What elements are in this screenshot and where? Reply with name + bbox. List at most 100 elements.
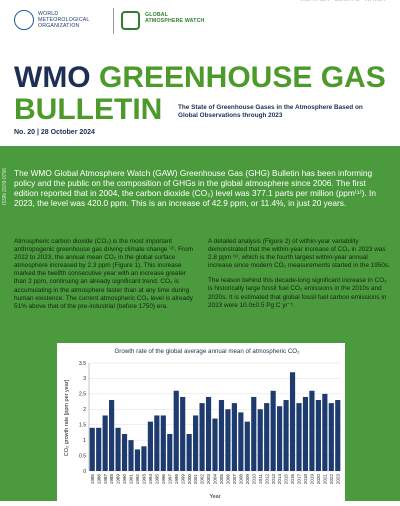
bar (154, 415, 160, 471)
bar (199, 403, 205, 471)
y-tick-label: 0.5 (79, 453, 86, 459)
x-tick-label: 1986 (96, 474, 101, 485)
x-tick-label: 1998 (174, 474, 179, 485)
issn: ISSN 2078-0796 (2, 168, 8, 205)
bar (141, 446, 147, 471)
y-tick-label: 2.5 (79, 392, 86, 398)
title-line: WMO GREENHOUSE GAS (14, 62, 386, 94)
x-tick-label: 2019 (310, 474, 315, 485)
x-tick-label: 2013 (271, 474, 276, 485)
paragraph: Atmospheric carbon dioxide (CO₂) is the … (14, 238, 193, 310)
bar (109, 400, 115, 471)
bar (238, 412, 244, 471)
bar (128, 440, 134, 471)
y-tick-label: 3.5 (79, 361, 86, 367)
x-tick-label: 2008 (238, 474, 243, 485)
x-tick-label: 2015 (284, 474, 289, 485)
bar (315, 400, 321, 471)
x-tick-label: 1985 (90, 474, 95, 485)
x-tick-label: 2003 (206, 474, 211, 485)
bar (134, 449, 141, 471)
x-tick-label: 2006 (226, 474, 231, 485)
x-tick-label: 1996 (161, 474, 166, 485)
bar (180, 396, 186, 471)
bar (231, 403, 237, 471)
bar (167, 433, 173, 471)
bar (270, 390, 276, 471)
bar (257, 409, 263, 471)
x-tick-label: 1990 (122, 474, 127, 485)
title-wmo: WMO (14, 61, 91, 94)
x-tick-label: 2016 (290, 474, 295, 485)
y-tick-label: 1.5 (79, 423, 86, 429)
bar (193, 415, 199, 471)
x-tick-label: 1991 (129, 474, 134, 485)
y-tick-label: 0 (83, 469, 86, 475)
x-tick-label: 2011 (258, 474, 263, 484)
x-tick-label: 2010 (251, 474, 256, 485)
bar (289, 372, 296, 471)
paragraph: A detailed analysis (Figure 2) of within… (208, 238, 390, 270)
x-tick-label: 1993 (142, 474, 147, 485)
bar (244, 421, 250, 471)
x-tick-label: 2001 (193, 474, 198, 485)
bar (102, 415, 108, 471)
intro: The WMO Global Atmosphere Watch (GAW) Gr… (14, 168, 376, 208)
subtitle: The State of Greenhouse Gases in the Atm… (178, 104, 363, 119)
x-tick-label: 2022 (329, 474, 334, 485)
bar (147, 421, 153, 471)
x-tick-label: 2005 (219, 474, 224, 485)
bar (89, 427, 95, 471)
x-tick-label: 2021 (322, 474, 327, 485)
x-tick-label: 2002 (200, 474, 205, 485)
bar (328, 403, 334, 471)
y-tick-label: 2 (83, 407, 86, 413)
x-tick-label: 2018 (303, 474, 308, 485)
x-tick-label: 1995 (154, 474, 159, 485)
bar (115, 427, 121, 471)
bar (160, 415, 166, 471)
x-tick-label: 1994 (148, 474, 153, 485)
bar (283, 400, 289, 471)
y-tick-label: 1 (83, 438, 86, 444)
y-axis-label: CO₂ growth rate [ppm per year] (64, 379, 70, 456)
right-column: A detailed analysis (Figure 2) of within… (208, 238, 392, 317)
tagline: WEATHER CLIMATE WATER (300, 0, 386, 3)
bar (186, 433, 192, 471)
issue: No. 20 | 28 October 2024 (14, 129, 95, 136)
x-tick-label: 1989 (116, 474, 121, 485)
chart-box: Growth rate of the global average annual… (57, 343, 345, 501)
x-tick-label: 2020 (316, 474, 321, 485)
x-tick-label: 2004 (213, 474, 218, 485)
gaw-logo (121, 11, 140, 30)
bar (96, 427, 102, 471)
x-tick-label: 2012 (264, 474, 269, 485)
bar (322, 393, 328, 471)
bar (302, 396, 309, 471)
chart-title: Growth rate of the global average annual… (114, 348, 300, 355)
x-tick-label: 2007 (232, 474, 237, 485)
x-tick-label: 2014 (277, 474, 282, 485)
x-tick-label: 1997 (167, 474, 172, 485)
y-tick-label: 3 (83, 376, 86, 382)
bar (121, 433, 128, 471)
x-tick-label: 1987 (103, 474, 108, 485)
bar (173, 390, 179, 471)
bar (251, 396, 257, 471)
bar (205, 396, 212, 471)
title-ghg: GREENHOUSE GAS (98, 61, 386, 94)
title-bulletin: BULLETIN (14, 93, 163, 126)
org-name: WORLD METEOROLOGICAL ORGANIZATION (38, 11, 90, 29)
bar (218, 400, 225, 471)
left-column: Atmospheric carbon dioxide (CO₂) is the … (14, 238, 198, 318)
x-tick-label: 2000 (187, 474, 192, 485)
x-tick-label: 1999 (180, 474, 185, 485)
divider (113, 8, 114, 34)
bar (309, 390, 315, 471)
x-tick-label: 2023 (335, 474, 340, 485)
bar (264, 403, 270, 471)
bar (277, 406, 283, 471)
x-tick-label: 2017 (297, 474, 302, 485)
bar (212, 418, 218, 471)
